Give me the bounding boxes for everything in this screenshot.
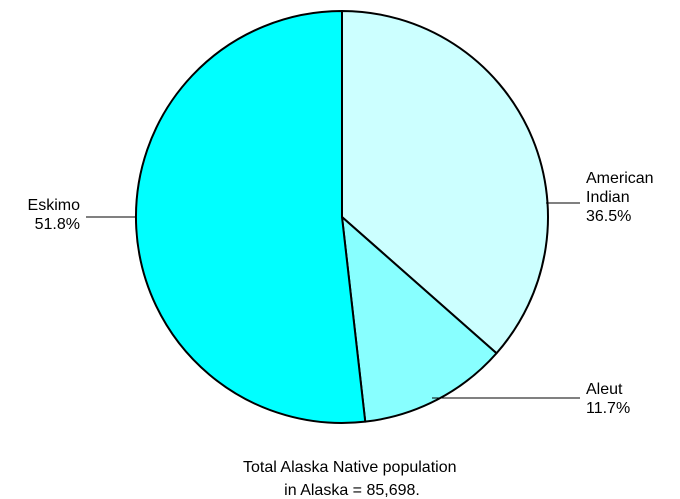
slice-name-label: Eskimo	[28, 197, 81, 214]
pie-slice-aleut	[341, 216, 498, 423]
caption-line-2: in Alaska = 85,698.	[284, 482, 420, 499]
slice-name-label: Aleut	[586, 381, 623, 398]
slice-label-aleut: Aleut 11.7%	[586, 381, 630, 417]
chart-caption: Total Alaska Native population in Alaska…	[243, 459, 461, 499]
pie-slice-american-indian	[341, 10, 549, 355]
slice-percent-label: 11.7%	[586, 400, 630, 417]
pie-slices	[135, 10, 549, 424]
slice-label-eskimo: Eskimo 51.8%	[28, 197, 81, 233]
caption-line-1: Total Alaska Native population	[243, 459, 456, 476]
leader-lines	[86, 202, 580, 399]
slice-name-label: Indian	[586, 189, 630, 206]
slice-labels: American Indian 36.5% Aleut 11.7% Eskimo 51.8%	[28, 170, 654, 417]
pie-slice-eskimo	[135, 10, 367, 424]
slice-name-label: American	[586, 170, 654, 187]
slice-percent-label: 51.8%	[35, 216, 80, 233]
slice-label-american-indian: American Indian 36.5%	[586, 170, 654, 225]
slice-percent-label: 36.5%	[586, 208, 631, 225]
